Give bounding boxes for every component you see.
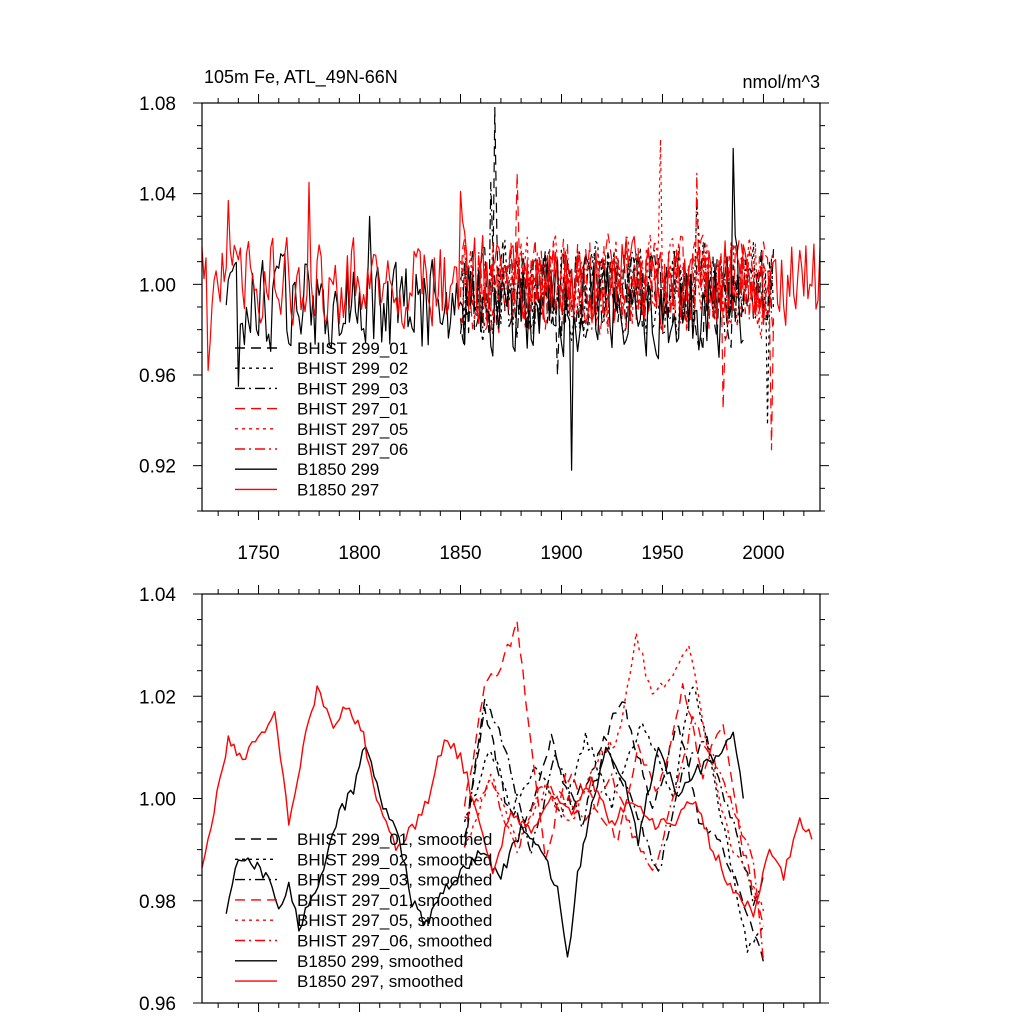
top-series-bhist-297-06	[459, 172, 775, 336]
bottom-series-bhist-297-01-smoothed	[463, 620, 765, 927]
x-tick-label-1800: 1800	[338, 543, 380, 564]
top-series-b1850-297	[201, 181, 821, 372]
y-tick-label-0.92: 0.92	[139, 457, 176, 478]
top-legend-label-b1850-299: B1850 299	[297, 460, 379, 479]
top-legend-label-bhist-297-06: BHIST 297_06	[297, 440, 408, 459]
bottom-series-bhist-297-05-smoothed	[463, 632, 765, 912]
bottom-legend-label-bhist-299-01-smoothed: BHIST 299_01, smoothed	[297, 830, 492, 849]
y-tick-label-1.02: 1.02	[139, 687, 176, 708]
bottom-legend-label-b1850-297-smoothed: B1850 297, smoothed	[297, 972, 463, 991]
top-legend-label-b1850-297: B1850 297	[297, 480, 379, 499]
top-plot-area	[201, 106, 821, 471]
top-legend-label-bhist-297-01: BHIST 297_01	[297, 400, 408, 419]
top-legend-label-bhist-299-03: BHIST 299_03	[297, 379, 408, 398]
top-legend-label-bhist-299-02: BHIST 299_02	[297, 359, 408, 378]
x-tick-label-1750: 1750	[237, 543, 279, 564]
bottom-series-bhist-299-01-smoothed	[463, 701, 765, 963]
bottom-legend-label-b1850-299-smoothed: B1850 299, smoothed	[297, 952, 463, 971]
bottom-chart: 0.96 0.98 1.00 1.02 1.04 BHIST 299_01, smoot…	[139, 585, 829, 1015]
bottom-legend-label-bhist-299-03-smoothed: BHIST 299_03, smoothed	[297, 871, 492, 890]
top-chart-units: nmol/m^3	[743, 72, 820, 92]
x-tick-label-2000: 2000	[742, 543, 784, 564]
y-tick-label-1.04: 1.04	[139, 185, 176, 206]
bottom-plot-area	[201, 620, 813, 963]
y-tick-label-1.04: 1.04	[139, 585, 176, 606]
x-tick-label-1900: 1900	[540, 543, 582, 564]
bottom-legend-label-bhist-297-05-smoothed: BHIST 297_05, smoothed	[297, 911, 492, 930]
top-legend-label-bhist-299-01: BHIST 299_01	[297, 339, 408, 358]
top-axes: 1750 1800 1850 1900 1950 2000 0.92 0.96 1.00 1.04…	[139, 94, 829, 564]
x-tick-label-1950: 1950	[641, 543, 683, 564]
y-tick-label-0.96: 0.96	[139, 994, 176, 1015]
bottom-legend-label-bhist-297-01-smoothed: BHIST 297_01, smoothed	[297, 891, 492, 910]
top-chart-title: 105m Fe, ATL_49N-66N	[204, 67, 398, 88]
y-tick-label-0.96: 0.96	[139, 366, 176, 387]
bottom-legend-label-bhist-297-06-smoothed: BHIST 297_06, smoothed	[297, 932, 492, 951]
bottom-series-bhist-299-02-smoothed	[463, 686, 765, 953]
x-tick-label-1850: 1850	[439, 543, 481, 564]
bottom-series-b1850-297-smoothed	[201, 685, 813, 918]
bottom-legend-label-bhist-299-02-smoothed: BHIST 299_02, smoothed	[297, 850, 492, 869]
top-series-bhist-299-02	[459, 199, 775, 426]
y-tick-label-1.08: 1.08	[139, 94, 176, 115]
y-tick-label-1.00: 1.00	[139, 275, 176, 296]
y-tick-label-0.98: 0.98	[139, 892, 176, 913]
top-chart: 105m Fe, ATL_49N-66N nmol/m^3 1750 1800 18…	[139, 67, 829, 564]
top-legend-label-bhist-297-05: BHIST 297_05	[297, 420, 408, 439]
bottom-axes: 0.96 0.98 1.00 1.02 1.04	[139, 585, 829, 1015]
bottom-series-b1850-299-smoothed	[225, 731, 744, 958]
y-tick-label-1.00: 1.00	[139, 790, 176, 811]
